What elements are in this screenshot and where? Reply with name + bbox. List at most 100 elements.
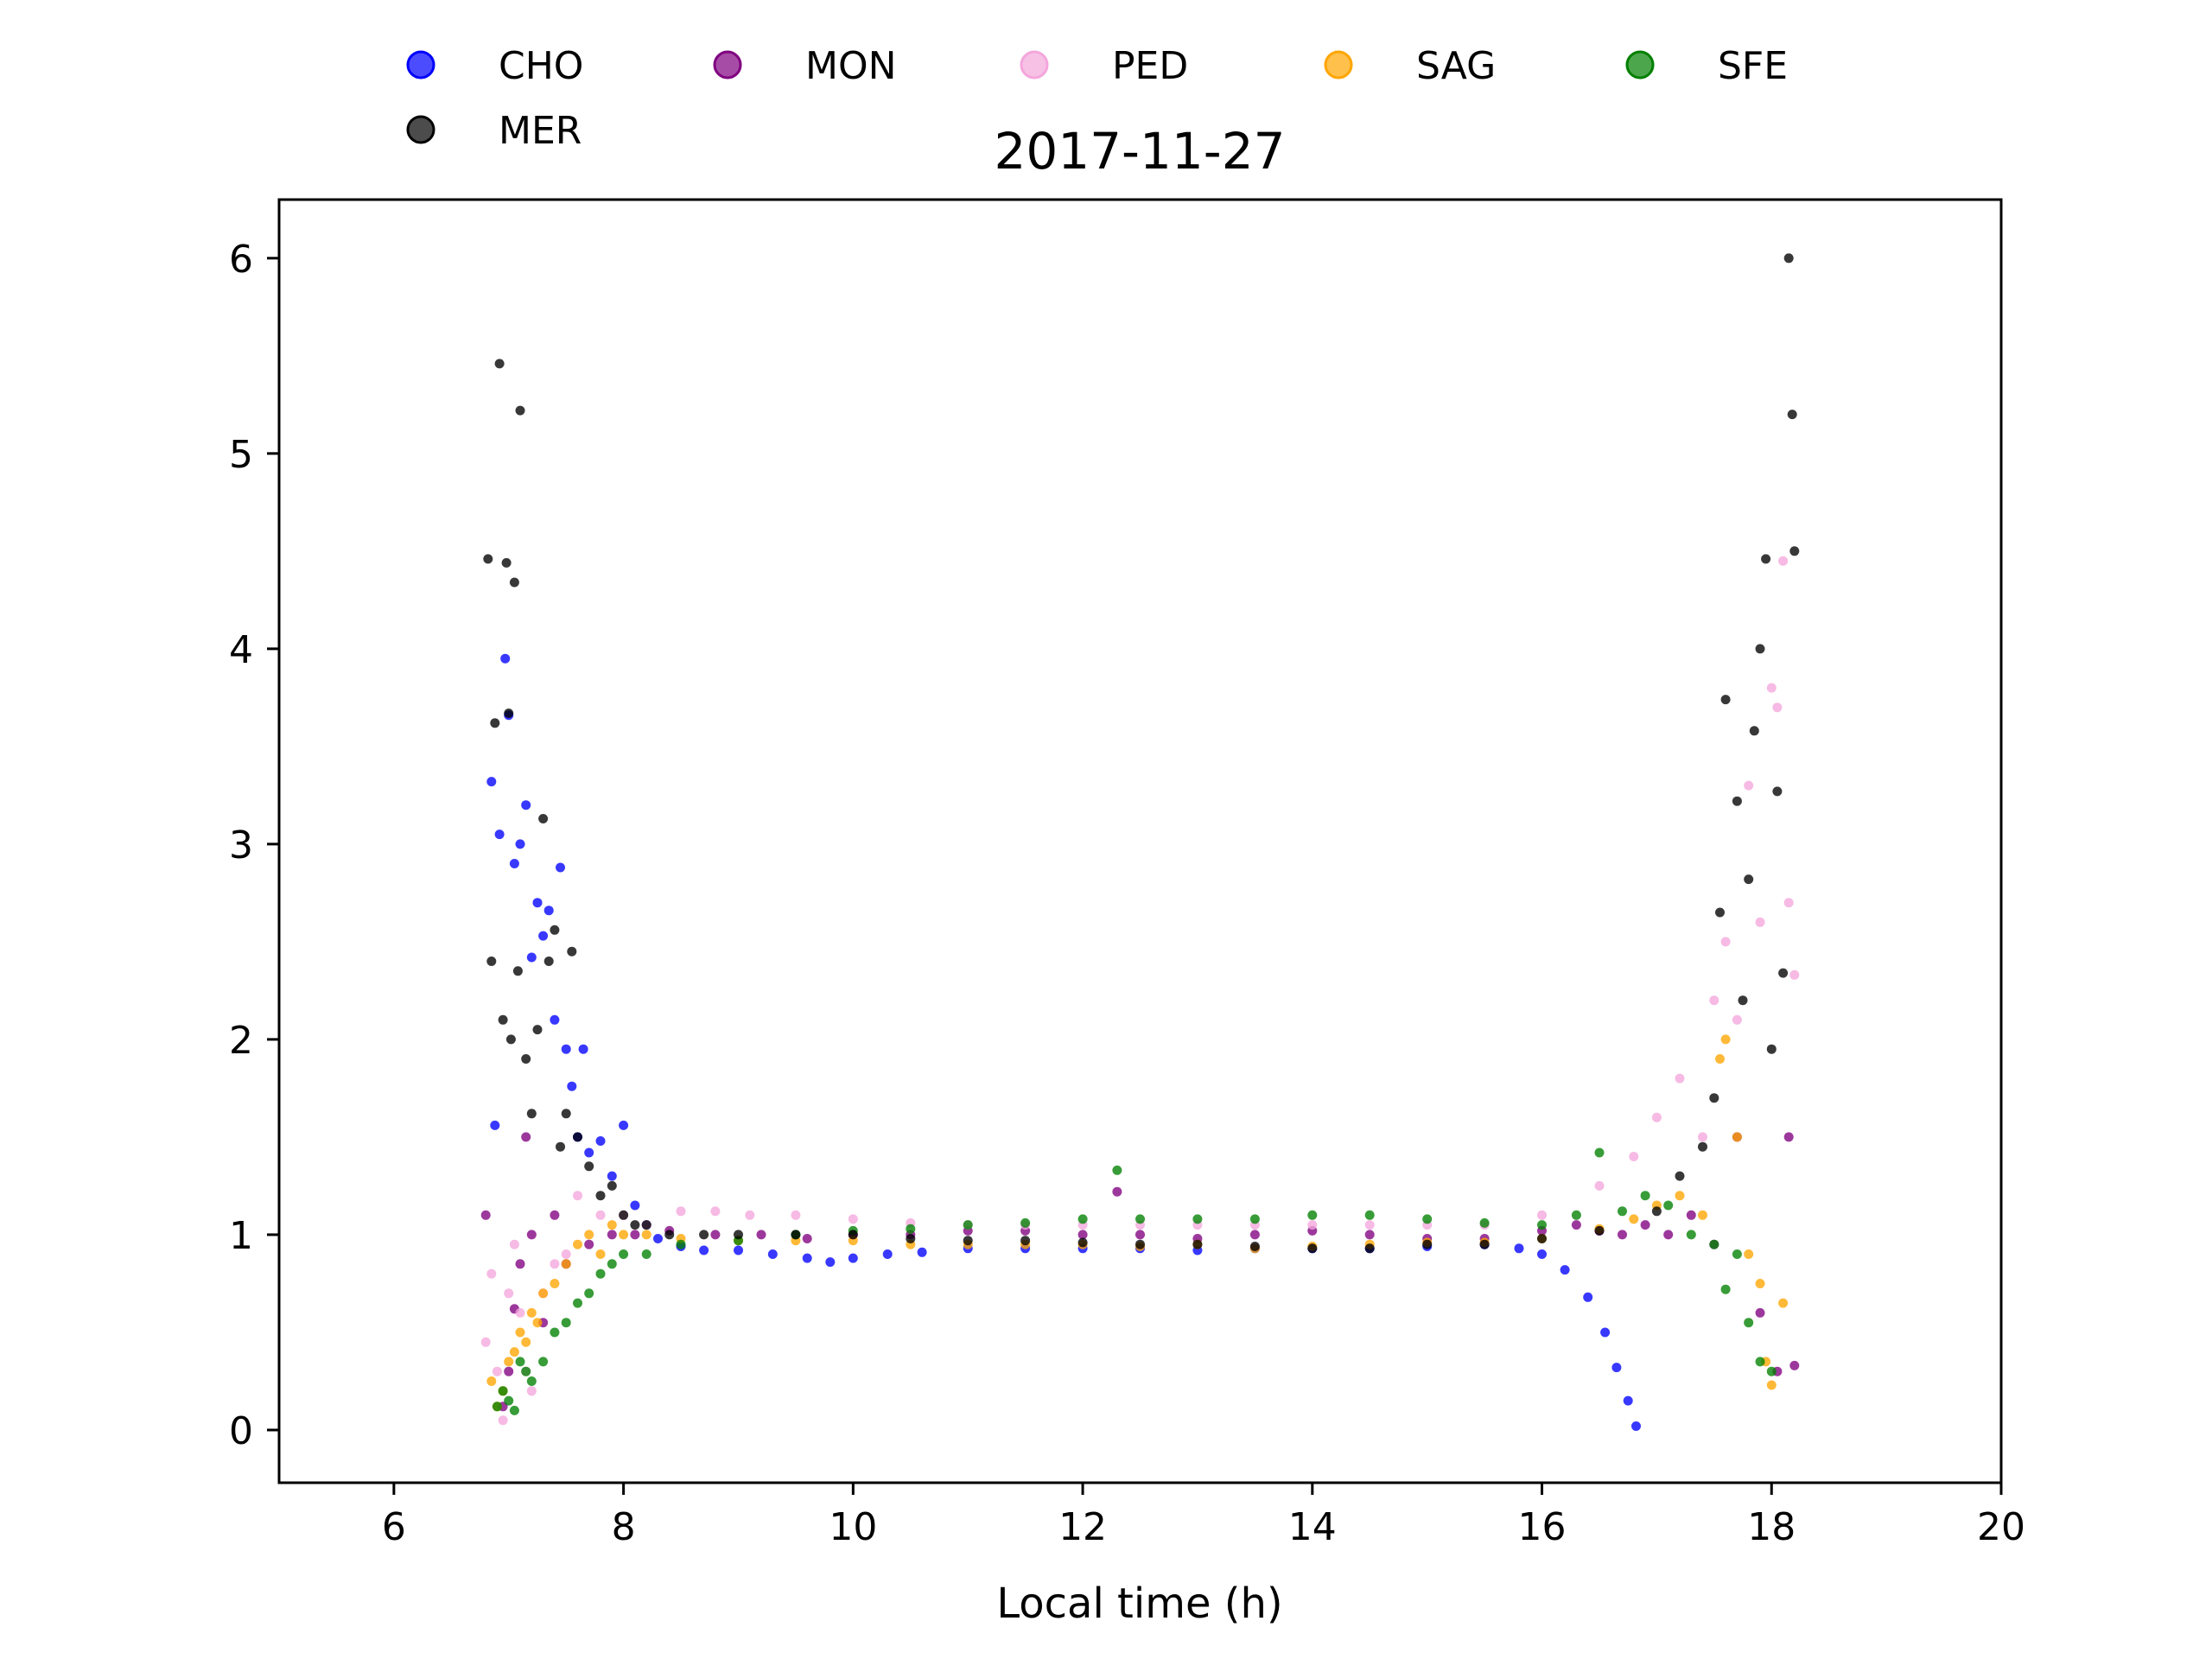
data-point [963,1220,973,1230]
data-point [848,1230,858,1240]
data-point [1135,1214,1145,1224]
data-point [584,1288,594,1299]
data-point [1783,898,1794,908]
x-tick-label: 12 [1058,1505,1107,1549]
data-point [526,1376,537,1386]
legend-marker [1020,50,1049,79]
data-point [584,1239,594,1249]
data-point [504,1366,514,1376]
data-point [607,1220,617,1230]
data-point [595,1268,606,1279]
data-point [486,1268,497,1279]
data-point [1663,1230,1674,1240]
data-point [480,1337,491,1347]
legend-marker [713,50,742,79]
data-point [498,1386,508,1396]
data-point [498,1014,508,1025]
series-mer [483,253,1800,1254]
data-point [550,925,560,935]
data-point [1364,1230,1375,1240]
data-point [1720,937,1731,947]
data-point [1594,1225,1605,1236]
data-point [619,1210,629,1220]
data-point [515,1327,525,1338]
data-point [1020,1217,1031,1228]
data-point [1755,1279,1765,1288]
y-tick-label: 0 [229,1409,253,1453]
y-tick-label: 1 [229,1214,253,1258]
data-point [490,718,500,728]
data-point [1112,1186,1122,1197]
data-point [1744,1249,1754,1259]
data-point [1364,1220,1375,1230]
legend-marker [406,115,435,144]
data-point [538,1288,549,1299]
data-point [509,1239,519,1249]
data-point [802,1234,812,1243]
data-point [1307,1210,1318,1220]
data-point [1749,726,1759,736]
data-point [1698,1210,1707,1220]
data-point [1789,1360,1800,1370]
data-point [526,1109,537,1119]
data-point [1631,1421,1641,1431]
data-point [676,1239,686,1249]
data-point [641,1230,652,1240]
legend-label: PED [1112,44,1188,88]
data-point [509,859,519,868]
x-tick-label: 6 [382,1505,406,1549]
chart-title: 2017-11-27 [994,122,1285,181]
data-point [1732,796,1742,806]
data-point [1744,780,1754,791]
data-point [505,1034,516,1045]
legend-entry-ped: PED [1020,44,1188,88]
data-point [538,814,549,823]
data-point [526,1307,537,1318]
data-point [538,1357,549,1367]
data-point [1307,1243,1318,1254]
data-point [607,1180,617,1191]
data-point [492,1366,502,1376]
data-point [567,946,577,957]
data-point [1651,1206,1662,1217]
data-point [504,1357,514,1367]
legend-label: CHO [499,44,583,88]
x-tick-label: 14 [1288,1505,1337,1549]
data-point [509,577,519,588]
data-point [532,898,543,908]
data-point [561,1318,571,1328]
legend-marker [1324,50,1353,79]
data-point [532,1318,543,1328]
data-point [1732,1249,1742,1259]
data-point [630,1200,640,1211]
data-point [734,1230,743,1240]
data-point [1755,644,1765,654]
data-point [1787,410,1797,420]
data-point [676,1206,686,1217]
data-point [1640,1220,1650,1230]
y-tick-label: 2 [229,1019,253,1063]
data-point [490,1120,500,1130]
data-point [504,1395,514,1406]
x-axis-title: Local time (h) [996,1580,1282,1628]
data-point [1600,1327,1611,1338]
data-point [1698,1141,1707,1152]
data-point [1618,1206,1627,1217]
data-point [1755,1307,1765,1318]
data-point [1192,1239,1203,1249]
data-point [521,1054,531,1064]
data-point [526,1230,537,1240]
data-point [1709,995,1719,1006]
data-point [1709,1093,1719,1103]
data-point [848,1214,858,1224]
data-point [526,952,537,963]
data-point [1715,907,1725,918]
data-point [526,1386,537,1396]
data-point [630,1230,640,1240]
data-point [1537,1249,1547,1259]
data-point [1709,1239,1719,1249]
legend-marker [406,50,435,79]
data-point [848,1253,858,1263]
data-point [595,1249,606,1259]
